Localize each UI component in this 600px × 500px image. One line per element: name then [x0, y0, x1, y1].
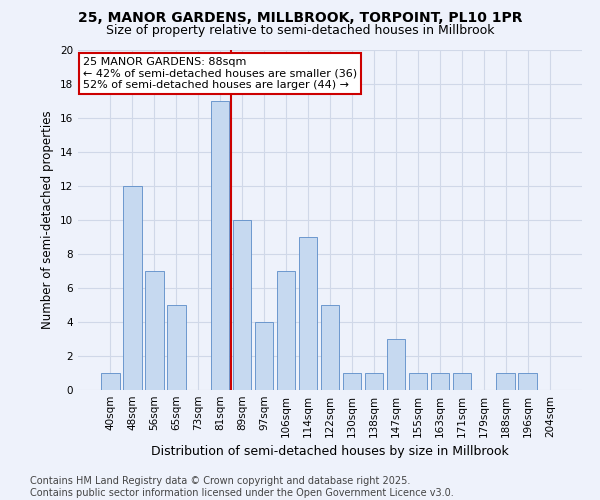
Bar [211, 101, 229, 390]
Bar [255, 322, 274, 390]
Bar [167, 305, 185, 390]
X-axis label: Distribution of semi-detached houses by size in Millbrook: Distribution of semi-detached houses by … [151, 446, 509, 458]
Bar [409, 373, 427, 390]
Bar [518, 373, 537, 390]
Bar [101, 373, 119, 390]
Bar [365, 373, 383, 390]
Text: Contains HM Land Registry data © Crown copyright and database right 2025.
Contai: Contains HM Land Registry data © Crown c… [30, 476, 454, 498]
Bar [343, 373, 361, 390]
Text: 25, MANOR GARDENS, MILLBROOK, TORPOINT, PL10 1PR: 25, MANOR GARDENS, MILLBROOK, TORPOINT, … [78, 12, 522, 26]
Bar [496, 373, 515, 390]
Bar [277, 271, 295, 390]
Text: Size of property relative to semi-detached houses in Millbrook: Size of property relative to semi-detach… [106, 24, 494, 37]
Bar [320, 305, 340, 390]
Text: 25 MANOR GARDENS: 88sqm
← 42% of semi-detached houses are smaller (36)
52% of se: 25 MANOR GARDENS: 88sqm ← 42% of semi-de… [83, 57, 357, 90]
Bar [431, 373, 449, 390]
Bar [123, 186, 142, 390]
Bar [145, 271, 164, 390]
Bar [386, 339, 405, 390]
Y-axis label: Number of semi-detached properties: Number of semi-detached properties [41, 110, 55, 330]
Bar [452, 373, 471, 390]
Bar [299, 237, 317, 390]
Bar [233, 220, 251, 390]
